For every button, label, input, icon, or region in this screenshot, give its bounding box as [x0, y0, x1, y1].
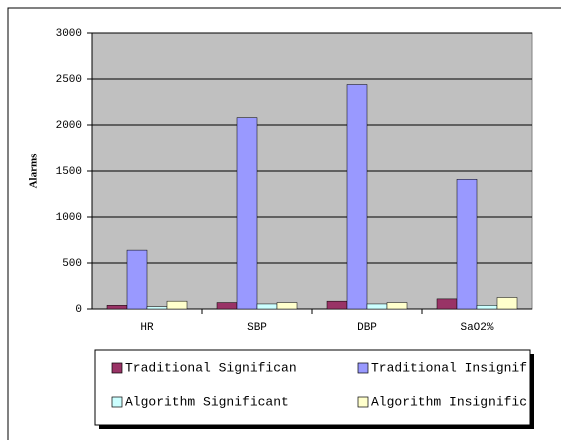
y-tick-label: 3000 — [56, 28, 82, 40]
bar — [276, 302, 298, 310]
bar — [346, 84, 368, 310]
bar — [256, 303, 278, 310]
legend-label: Traditional Insignif — [371, 360, 527, 375]
x-tick-label: SBP — [247, 322, 267, 334]
bar — [236, 117, 258, 310]
bar — [216, 302, 238, 310]
x-tick-label: DBP — [357, 322, 377, 334]
y-tick-label: 1000 — [56, 212, 82, 224]
legend-swatch — [357, 362, 369, 374]
y-tick-label: 2000 — [56, 120, 82, 132]
x-tick-label: SaO2% — [460, 322, 493, 334]
frame — [7, 7, 561, 440]
bar — [146, 306, 168, 310]
bar — [476, 305, 498, 310]
bar — [106, 305, 128, 310]
legend-items: Traditional Significan Traditional Insign… — [111, 360, 527, 409]
y-tick-label: 1500 — [56, 166, 82, 178]
bar — [326, 300, 348, 310]
legend-swatch — [357, 396, 369, 408]
bar — [386, 302, 408, 310]
y-tick-label: 2500 — [56, 74, 82, 86]
legend-label: Algorithm Significant — [125, 394, 289, 409]
legend — [94, 349, 531, 426]
legend-swatch — [111, 396, 123, 408]
bar — [456, 179, 478, 310]
bar — [496, 297, 518, 310]
y-tick-label: 0 — [75, 304, 82, 316]
legend-label: Traditional Significan — [125, 360, 297, 375]
y-axis-label: Alarms — [28, 153, 40, 189]
y-tick-label: 500 — [62, 258, 82, 270]
bar — [166, 300, 188, 310]
legend-label: Algorithm Insignific — [371, 394, 527, 409]
bar — [126, 249, 148, 310]
bar — [366, 303, 388, 310]
bar — [436, 298, 458, 310]
x-tick-label: HR — [140, 322, 154, 334]
legend-swatch — [111, 362, 123, 374]
